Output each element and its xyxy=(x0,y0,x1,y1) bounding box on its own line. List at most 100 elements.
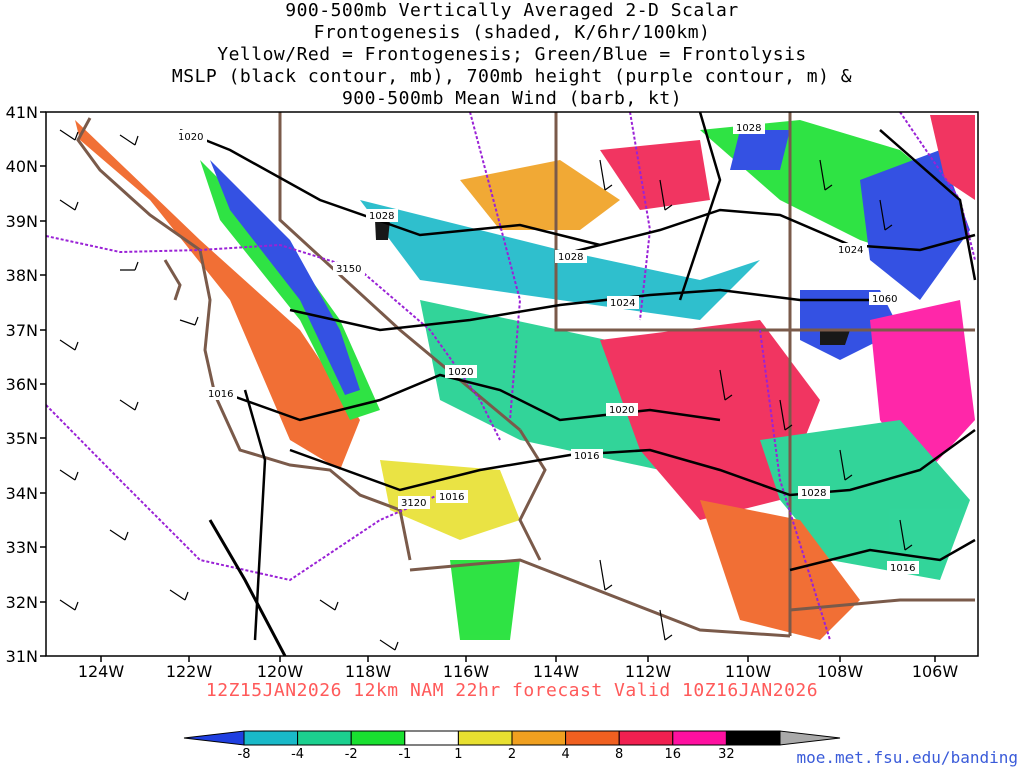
lon-label: 124W xyxy=(78,662,125,681)
wind-barb xyxy=(839,449,853,481)
title-line-3: Yellow/Red = Frontogenesis; Green/Blue =… xyxy=(217,44,807,65)
colorbar: -8 -4 -2 -1 1 2 4 8 16 32 xyxy=(183,730,841,762)
colorado-river xyxy=(518,429,547,561)
colorbar-tick-label: -2 xyxy=(345,747,358,762)
lat-label: 33N xyxy=(6,538,38,557)
wind-barb xyxy=(599,559,613,591)
contour-label: 1020 xyxy=(606,403,638,416)
colorbar-swatch xyxy=(243,730,299,746)
svg-text:1024: 1024 xyxy=(838,245,863,256)
lon-label: 118W xyxy=(345,662,392,681)
map-plot-area: 1020 1028 1028 1028 1024 1024 1060 3150 … xyxy=(46,112,977,656)
colorbar-swatch xyxy=(404,730,459,746)
mslp-1016-south xyxy=(789,538,976,572)
wind-barb xyxy=(59,599,79,611)
svg-text:1028: 1028 xyxy=(369,211,394,222)
credit-link[interactable]: moe.met.fsu.edu/banding xyxy=(796,748,1018,767)
wind-barb xyxy=(119,134,139,146)
contour-label: 1028 xyxy=(798,486,830,499)
colorbar-arrow-low xyxy=(183,730,245,746)
wind-barb xyxy=(120,261,139,271)
contour-label: 1016 xyxy=(571,449,603,462)
colorbar-swatch xyxy=(511,730,567,746)
colorbar-swatch xyxy=(725,730,781,746)
lat-label: 37N xyxy=(6,321,38,340)
lat-label: 36N xyxy=(6,375,38,394)
contour-label: 1028 xyxy=(366,209,398,222)
wind-barb xyxy=(779,399,793,431)
contour-label: 3150 xyxy=(333,262,365,275)
colorbar-tick-label: -4 xyxy=(291,747,304,762)
lat-label: 32N xyxy=(6,593,38,612)
lon-label: 116W xyxy=(443,662,490,681)
california-coastline xyxy=(76,117,412,561)
wind-barb xyxy=(59,469,79,481)
svg-text:1016: 1016 xyxy=(574,451,599,462)
colorbar-tick-label: 1 xyxy=(454,747,462,762)
lat-label: 38N xyxy=(6,266,38,285)
mexico-border xyxy=(409,558,791,638)
wind-barb xyxy=(899,519,913,551)
colorbar-tick-label: 4 xyxy=(561,747,569,762)
wind-barb xyxy=(379,639,399,651)
colorbar-tick-label: -8 xyxy=(238,747,251,762)
contour-label: 1020 xyxy=(175,130,207,143)
colorbar-swatch xyxy=(618,730,674,746)
colorbar-swatch xyxy=(350,730,406,746)
mslp-ne xyxy=(879,129,977,281)
svg-text:1028: 1028 xyxy=(736,123,761,134)
contour-label: 1024 xyxy=(607,296,639,309)
sf-bay xyxy=(163,259,182,301)
wind-barb xyxy=(819,159,833,191)
colorbar-tick-label: 32 xyxy=(718,747,735,762)
lon-label: 114W xyxy=(533,662,580,681)
svg-text:3150: 3150 xyxy=(336,264,361,275)
svg-text:1016: 1016 xyxy=(890,563,915,574)
mslp-southwest xyxy=(208,519,287,656)
wind-barb xyxy=(59,129,79,141)
svg-text:1028: 1028 xyxy=(801,488,826,499)
mslp-offshore xyxy=(243,389,267,641)
svg-text:1016: 1016 xyxy=(439,492,464,503)
contour-labels: 1020 1028 1028 1028 1024 1024 1060 3150 … xyxy=(175,121,919,574)
lat-label: 34N xyxy=(6,484,38,503)
wind-barbs xyxy=(59,129,913,651)
contour-label: 1016 xyxy=(887,561,919,574)
wind-barb xyxy=(879,199,893,231)
mslp-1028-east xyxy=(678,112,722,301)
title-line-5: 900-500mb Mean Wind (barb, kt) xyxy=(341,88,683,109)
wind-barb xyxy=(109,529,129,541)
wind-barb xyxy=(659,609,673,641)
svg-text:1020: 1020 xyxy=(609,405,634,416)
svg-text:1020: 1020 xyxy=(178,132,203,143)
lon-label: 122W xyxy=(166,662,213,681)
longitude-labels: 124W 122W 120W 118W 116W 114W 112W 110W … xyxy=(78,662,959,681)
colorbar-arrow-high xyxy=(779,730,841,746)
wind-barb xyxy=(599,159,613,191)
svg-text:1024: 1024 xyxy=(610,298,635,309)
height-contour-3120 xyxy=(46,404,451,582)
wind-barb xyxy=(319,599,339,611)
latitude-axis xyxy=(40,111,46,657)
svg-text:1060: 1060 xyxy=(872,294,897,305)
colorbar-tick-label: -1 xyxy=(398,747,411,762)
title-line-1: 900-500mb Vertically Averaged 2-D Scalar xyxy=(285,0,739,21)
wind-barb xyxy=(169,589,189,601)
lat-label: 35N xyxy=(6,429,38,448)
colorbar-tick-label: 16 xyxy=(665,747,682,762)
lon-label: 106W xyxy=(912,662,959,681)
colorbar-swatch xyxy=(672,730,727,746)
svg-text:3120: 3120 xyxy=(401,498,426,509)
height-contour-3150 xyxy=(46,235,501,441)
mslp-1024 xyxy=(289,288,880,332)
mslp-1016 xyxy=(289,428,976,497)
wind-barb xyxy=(179,316,199,326)
wind-barb xyxy=(59,199,79,211)
contour-label: 1020 xyxy=(445,365,477,378)
svg-text:1028: 1028 xyxy=(558,252,583,263)
lon-label: 108W xyxy=(817,662,864,681)
colorbar-swatch xyxy=(297,730,352,746)
forecast-valid-footer: 12Z15JAN2026 12km NAM 22hr forecast Vali… xyxy=(205,680,819,701)
contour-label: 1016 xyxy=(436,490,468,503)
